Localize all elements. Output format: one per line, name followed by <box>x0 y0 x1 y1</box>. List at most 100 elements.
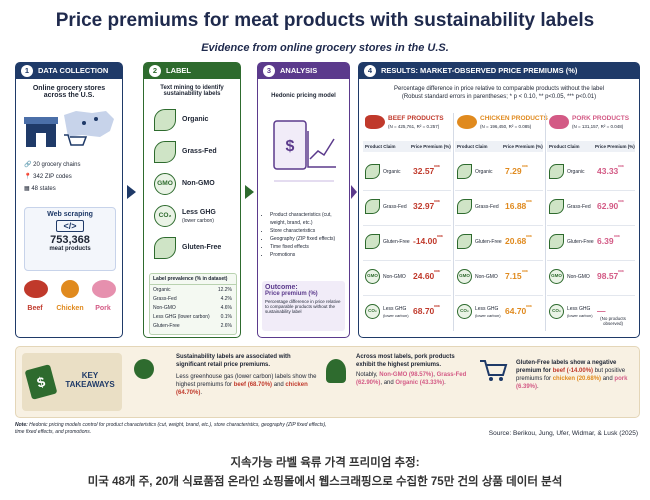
group-stats: (N = 425,761, R² = 0.257) <box>388 124 440 129</box>
row-divider <box>455 295 543 296</box>
takeaway: Sustainability labels are associated wit… <box>176 353 321 397</box>
model-illustration: $ <box>273 120 336 182</box>
store-door <box>36 133 46 147</box>
takeaway-text: and <box>273 382 284 388</box>
group-stats: (N = 131,157, R² = 0.048) <box>572 124 624 129</box>
panel-results: 4 RESULTS: MARKET-OBSERVED PRICE PREMIUMS… <box>358 62 640 338</box>
takeaway-text: , and <box>380 380 394 386</box>
caption-line: 미국 48개 주, 20개 식료품점 온라인 쇼핑몰에서 웹스크래핑으로 수집한… <box>87 476 563 488</box>
panel-header: 3 ANALYSIS <box>258 63 349 79</box>
takeaways-box: $ KEY TAKEAWAYS Sustainability labels ar… <box>15 346 640 418</box>
claim-icon <box>457 164 472 179</box>
significance-stars: *** <box>618 165 624 171</box>
claim: Organic <box>383 169 401 175</box>
row-divider <box>363 225 451 226</box>
meat-label: Beef <box>27 305 43 312</box>
claim-icon <box>457 199 472 214</box>
step-number: 2 <box>149 65 161 77</box>
description: Percentage difference in price relative … <box>363 85 635 101</box>
document <box>273 120 307 170</box>
subtitle: Evidence from online grocery stores in t… <box>201 42 449 54</box>
takeaway-text: , <box>433 372 435 378</box>
takeaway-text: and <box>602 376 613 382</box>
caption-line: 지속가능 라벨 육류 가격 프리미엄 추정: <box>230 457 420 469</box>
premium-value: 64.70 <box>505 306 527 316</box>
claim-icon <box>549 164 564 179</box>
claim: Less GHG <box>475 306 499 312</box>
group-stats: (N = 196,450, R² = 0.085) <box>480 124 532 129</box>
premium-value: 7.15 <box>505 271 522 281</box>
column-header: Price Premium (%) <box>411 144 451 149</box>
prevalence-title: Label prevalence (% in dataset) <box>150 274 236 285</box>
store-awning <box>24 117 58 124</box>
claim: Less GHG <box>383 306 407 312</box>
claim: Gluten-Free <box>567 239 594 245</box>
claim-icon <box>365 234 380 249</box>
store-map-illustration <box>24 111 114 147</box>
claim-icon: GMO <box>549 269 564 284</box>
ribbon-icon <box>326 359 346 383</box>
takeaway-highlight: beef (68.70%) <box>233 382 273 388</box>
flow-arrow <box>245 185 254 199</box>
group-name: CHICKEN PRODUCTS <box>480 115 548 122</box>
column-header-row <box>455 141 543 152</box>
chart-axes <box>307 131 336 168</box>
panel-analysis: 3 ANALYSIS Hedonic pricing model $ Produc… <box>257 62 350 338</box>
claim: Less GHG <box>567 306 591 312</box>
claim-icon: CO₂ <box>549 304 564 319</box>
source: Source: Berikou, Jung, Ufer, Widmar, & L… <box>488 430 638 437</box>
column-header: Product Claim <box>365 144 396 149</box>
prevalence-label: Organic <box>153 287 171 293</box>
code-icon: </> <box>56 220 84 232</box>
takeaway: Gluten-Free labels show a negative premi… <box>516 359 634 391</box>
column-header: Price Premium (%) <box>595 144 635 149</box>
premium-value: 20.68 <box>505 236 527 246</box>
intro: Online grocery stores across the U.S. <box>32 85 106 99</box>
note-text: Hedonic pricing models control for produ… <box>15 422 327 435</box>
takeaway-text: . <box>200 390 203 396</box>
claim: Non-GMO <box>383 274 406 280</box>
chicken-icon <box>61 280 79 298</box>
significance-stars: *** <box>522 270 528 276</box>
premium-value: 68.70 <box>413 306 435 316</box>
significance-stars: *** <box>522 165 528 171</box>
panel-header: 2 LABEL EXTRACTION <box>144 63 240 91</box>
label-name: Gluten-Free <box>182 244 222 251</box>
claim: Gluten-Free <box>475 239 502 245</box>
takeaways-tag: $ KEY TAKEAWAYS <box>22 353 122 411</box>
group-divider <box>545 113 546 331</box>
takeaway-highlight: Non-GMO (98.57%) <box>379 372 434 378</box>
premium-value: 16.88 <box>505 201 527 211</box>
panel-heading: ANALYSIS <box>280 66 318 75</box>
claim-icon <box>365 199 380 214</box>
takeaway-highlight: pork (6.39%) <box>516 376 628 390</box>
note-label: Note: <box>15 422 28 428</box>
claim-icon <box>457 234 472 249</box>
fact: 🔗​ 20 grocery chains <box>24 162 81 168</box>
claim-icon: CO₂ <box>365 304 380 319</box>
column-header-row <box>363 141 451 152</box>
caption: 지속가능 라벨 육류 가격 프리미엄 추정: 미국 48개 주, 20개 식료품… <box>0 454 650 492</box>
claim: Non-GMO <box>475 274 498 280</box>
takeaway-highlight: chicken (20.68%) <box>552 376 602 382</box>
takeaway-highlight: chicken (64.70%) <box>176 382 308 396</box>
group-icon <box>549 115 569 129</box>
takeaway-text: . <box>537 384 539 390</box>
row-divider <box>455 260 543 261</box>
column-header: Product Claim <box>549 144 580 149</box>
claim-note: (lower carbon) <box>383 313 409 318</box>
claim: Non-GMO <box>567 274 590 280</box>
label-name: Grass-Fed <box>182 148 217 155</box>
takeaway-text: . <box>444 380 446 386</box>
fact-text: 48 states <box>31 186 56 192</box>
prevalence-box: Label prevalence (% in dataset) Organic 1… <box>149 273 237 335</box>
map-pin <box>82 121 86 125</box>
flow-arrow <box>351 185 357 199</box>
takeaway-lead: Sustainability labels are associated wit… <box>176 354 291 368</box>
significance-stars: *** <box>618 200 624 206</box>
takeaway-highlight: Organic (43.33%) <box>395 380 445 386</box>
bullet: Product characteristics (cut, weight, br… <box>270 211 346 227</box>
significance-stars: *** <box>526 305 532 311</box>
significance-stars: *** <box>618 270 624 276</box>
